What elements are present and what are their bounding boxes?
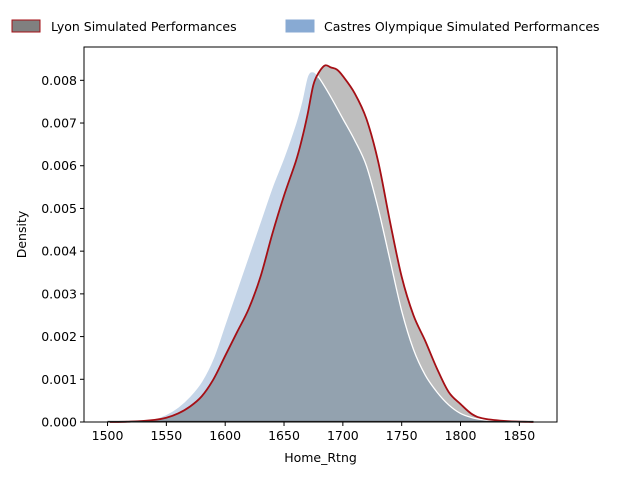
y-tick-label: 0.004 bbox=[41, 244, 77, 259]
density-overlap-area bbox=[107, 78, 534, 423]
legend: Lyon Simulated Performances Castres Olym… bbox=[11, 19, 600, 34]
x-tick-label: 1750 bbox=[386, 428, 418, 443]
y-tick-label: 0.003 bbox=[41, 286, 77, 301]
x-tick-label: 1700 bbox=[327, 428, 359, 443]
x-tick-label: 1500 bbox=[92, 428, 124, 443]
y-axis-label: Density bbox=[14, 210, 29, 258]
axes-frame bbox=[83, 46, 558, 423]
x-tick-label: 1850 bbox=[503, 428, 535, 443]
x-tick-label: 1550 bbox=[150, 428, 182, 443]
x-tick-label: 1800 bbox=[445, 428, 477, 443]
x-tick-label: 1600 bbox=[209, 428, 241, 443]
y-tick-label: 0.006 bbox=[41, 158, 77, 173]
legend-swatch-castres bbox=[285, 19, 315, 33]
plot-area: 1500 1550 1600 1650 1700 1750 1800 1850 0.0000.… bbox=[41, 46, 558, 443]
legend-label-castres: Castres Olympique Simulated Performances bbox=[324, 19, 600, 34]
density-line-castres bbox=[107, 70, 514, 423]
density-line-lyon bbox=[109, 64, 534, 423]
y-tick-label: 0.000 bbox=[41, 415, 77, 430]
x-tick-label: 1650 bbox=[268, 428, 300, 443]
y-tick-label: 0.001 bbox=[41, 372, 77, 387]
y-axis-ticks: 0.000 0.001 0.002 0.003 0.004 0.005 0.006 0.007… bbox=[41, 73, 84, 430]
legend-label-lyon: Lyon Simulated Performances bbox=[51, 19, 237, 34]
y-tick-label: 0.002 bbox=[41, 329, 77, 344]
legend-swatch-lyon bbox=[11, 19, 41, 33]
x-axis-ticks: 1500 1550 1600 1650 1700 1750 1800 1850 bbox=[92, 422, 535, 443]
x-axis-label: Home_Rtng bbox=[284, 450, 357, 465]
y-tick-label: 0.005 bbox=[41, 201, 77, 216]
y-tick-label: 0.007 bbox=[41, 116, 77, 131]
y-tick-label: 0.008 bbox=[41, 73, 77, 88]
